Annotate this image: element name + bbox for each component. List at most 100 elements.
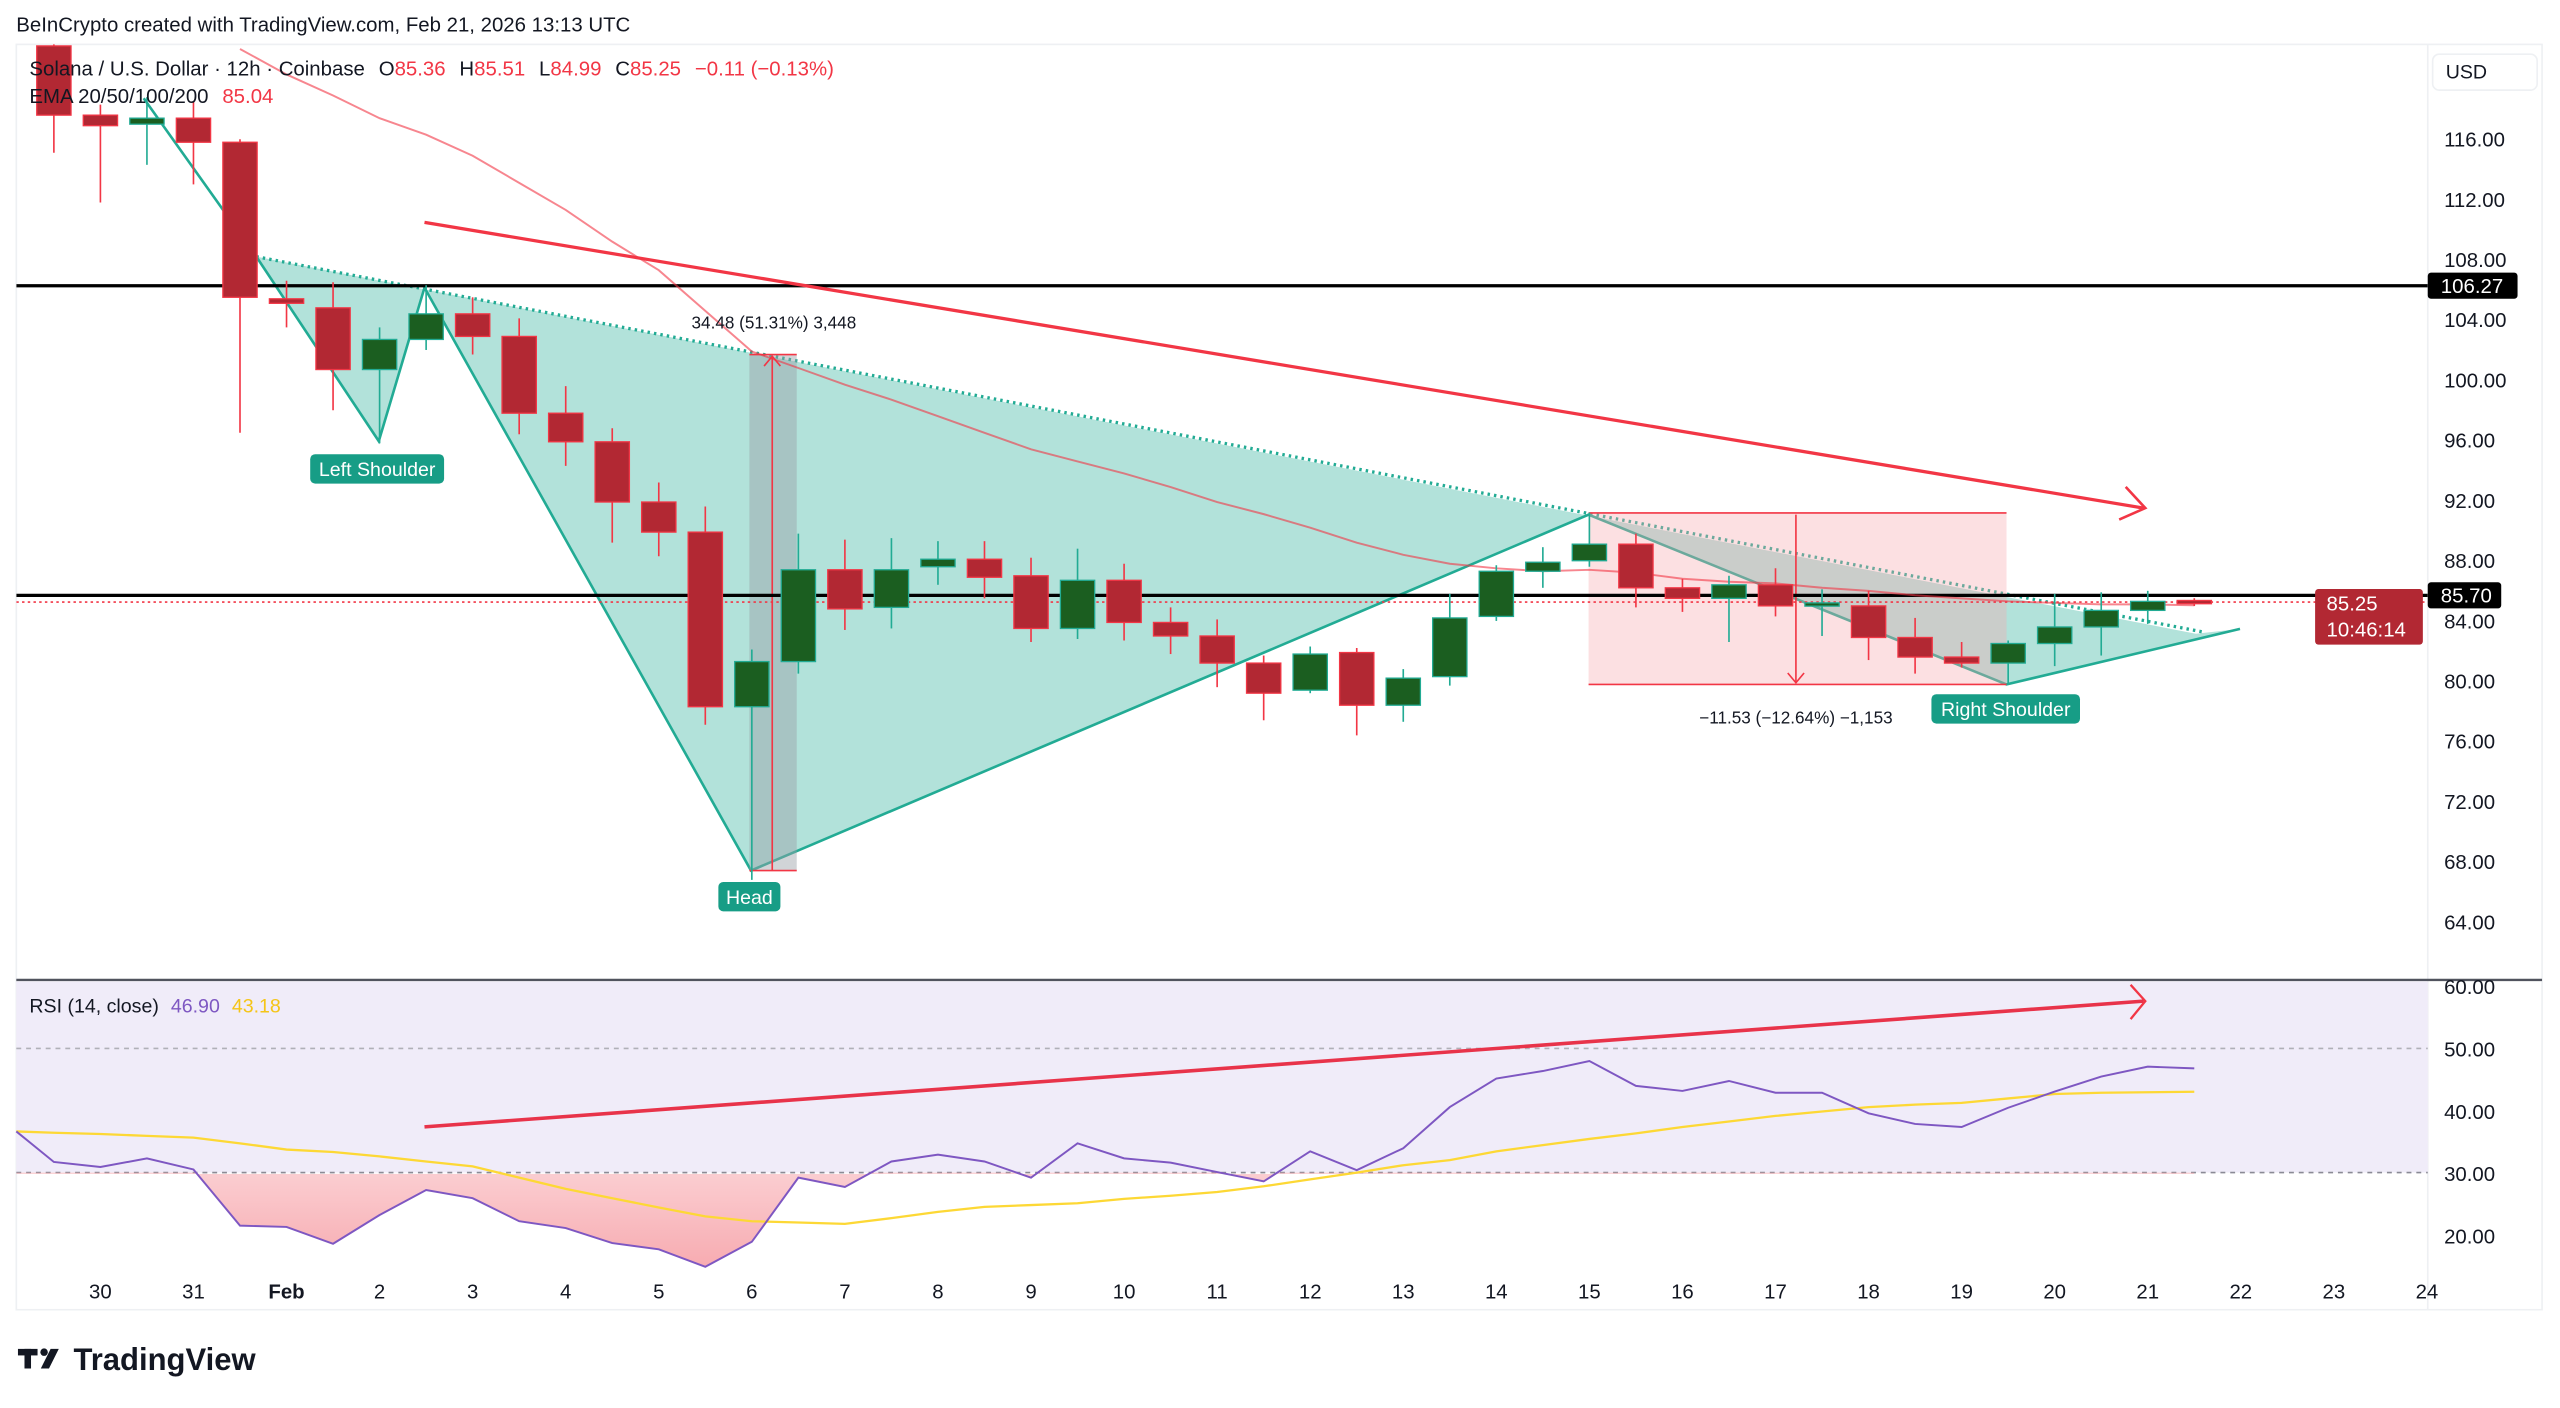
- time-tick-label: 31: [182, 1281, 205, 1303]
- time-tick-label: 17: [1764, 1281, 1787, 1303]
- candle-bullish[interactable]: [1385, 669, 1422, 722]
- candle-body: [129, 117, 165, 125]
- time-tick-label: 3: [467, 1281, 478, 1303]
- candle-bullish[interactable]: [920, 541, 956, 585]
- candle-body: [1338, 651, 1375, 706]
- candle-bearish[interactable]: [222, 139, 258, 433]
- downtrend-arrow[interactable]: [424, 220, 2144, 510]
- candle-bearish[interactable]: [1106, 563, 1142, 641]
- candle-bearish[interactable]: [1618, 533, 1654, 608]
- candle-bullish[interactable]: [1292, 646, 1328, 694]
- right-shoulder-label[interactable]: Right Shoulder: [1931, 694, 2080, 724]
- head-text: Head: [726, 887, 773, 909]
- candle-body: [1199, 635, 1235, 664]
- candle-bullish[interactable]: [408, 285, 444, 350]
- left-shoulder-label[interactable]: Left Shoulder: [310, 454, 445, 484]
- candle-bearish[interactable]: [1199, 619, 1235, 688]
- price-tick-label: 76.00: [2444, 732, 2495, 754]
- rsi-band-background: [16, 981, 2428, 1173]
- candle-bearish[interactable]: [2176, 598, 2213, 607]
- time-tick-label: 7: [839, 1281, 850, 1303]
- time-tick-label: 9: [1025, 1281, 1036, 1303]
- candle-body: [315, 307, 351, 371]
- candle-bearish[interactable]: [36, 34, 72, 153]
- candle-bullish[interactable]: [1711, 575, 1747, 643]
- candle-bearish[interactable]: [547, 386, 584, 466]
- rsi-tick-label: 40.00: [2444, 1102, 2495, 1124]
- price-tick-label: 108.00: [2444, 250, 2506, 272]
- candle-bullish[interactable]: [1990, 640, 2026, 685]
- open-value: 85.36: [395, 58, 446, 80]
- candle-bearish[interactable]: [1245, 655, 1282, 721]
- candle-bearish[interactable]: [1850, 590, 1887, 661]
- tradingview-logo-icon: [17, 1348, 59, 1369]
- rsi-line[interactable]: [15, 1060, 2195, 1268]
- candle-bearish[interactable]: [966, 541, 1003, 599]
- candle-bullish[interactable]: [1059, 548, 1096, 639]
- candle-body: [268, 298, 305, 304]
- head-label[interactable]: Head: [718, 881, 781, 912]
- candle-bullish[interactable]: [2129, 590, 2166, 624]
- candle-bearish[interactable]: [640, 482, 677, 557]
- price-tick-label: 104.00: [2444, 310, 2506, 332]
- candle-bearish[interactable]: [454, 297, 491, 355]
- time-tick-label: 20: [2043, 1281, 2066, 1303]
- candle-body: [1292, 653, 1328, 691]
- candle-bearish[interactable]: [1664, 578, 1701, 612]
- tradingview-wordmark: TradingView: [73, 1342, 256, 1377]
- rsi-ma-value: 43.18: [232, 996, 281, 1018]
- currency-button[interactable]: USD: [2431, 53, 2538, 91]
- candle-bearish[interactable]: [1152, 607, 1189, 655]
- candle-bearish[interactable]: [827, 539, 863, 630]
- candle-bearish[interactable]: [1943, 642, 1980, 668]
- candle-bearish[interactable]: [1338, 648, 1375, 736]
- candle-bullish[interactable]: [734, 649, 770, 880]
- candle-bearish[interactable]: [315, 282, 351, 411]
- candle-bullish[interactable]: [2036, 593, 2073, 667]
- symbol-name[interactable]: Solana / U.S. Dollar · 12h · Coinbase: [29, 58, 364, 80]
- measure-down-label: −11.53 (−12.64%) −1,153: [1699, 708, 1892, 728]
- ema-label[interactable]: EMA 20/50/100/200: [29, 86, 208, 108]
- candle-bullish[interactable]: [1804, 589, 1840, 636]
- candle-bullish[interactable]: [2083, 592, 2120, 656]
- tradingview-logo[interactable]: TradingView: [17, 1342, 257, 1377]
- resistance-price-badge: 106.27: [2427, 272, 2518, 299]
- time-tick-label: 2: [374, 1281, 385, 1303]
- candle-bearish[interactable]: [1897, 617, 1933, 674]
- candle-body: [454, 313, 491, 338]
- price-tick-label: 92.00: [2444, 491, 2495, 513]
- candle-bearish[interactable]: [268, 280, 305, 328]
- candle-bearish[interactable]: [82, 104, 119, 203]
- candle-body: [1664, 587, 1701, 600]
- candle-bearish[interactable]: [1013, 557, 1049, 643]
- time-tick-label: 10: [1113, 1281, 1136, 1303]
- candle-bullish[interactable]: [129, 97, 165, 165]
- candle-bullish[interactable]: [1478, 565, 1515, 621]
- symbol-legend: Solana / U.S. Dollar · 12h · Coinbase O8…: [29, 58, 834, 108]
- price-tick-label: 112.00: [2444, 190, 2505, 212]
- rsi-ma-line[interactable]: [16, 1090, 2195, 1225]
- candle-bullish[interactable]: [1432, 593, 1468, 686]
- time-tick-label: 12: [1299, 1281, 1322, 1303]
- candle-bearish[interactable]: [1757, 568, 1794, 617]
- candle-bullish[interactable]: [780, 533, 817, 674]
- candle-bearish[interactable]: [501, 318, 537, 435]
- candle-bullish[interactable]: [873, 538, 910, 629]
- candle-body: [1385, 677, 1422, 706]
- close-value: 85.25: [630, 58, 681, 80]
- rsi-legend[interactable]: RSI (14, close) 46.90 43.18: [29, 996, 281, 1018]
- candle-bullish[interactable]: [1571, 512, 1608, 567]
- candle-bearish[interactable]: [687, 506, 724, 725]
- head-and-shoulders-line[interactable]: [142, 97, 2241, 873]
- candle-body: [175, 117, 212, 143]
- measure-down-box[interactable]: [1588, 512, 2007, 685]
- time-tick-label: 24: [2416, 1281, 2439, 1303]
- candle-bullish[interactable]: [361, 327, 398, 444]
- price-tick-label: 80.00: [2444, 671, 2495, 693]
- candle-bullish[interactable]: [1525, 547, 1561, 588]
- neckline-dotted[interactable]: [256, 255, 2205, 634]
- candle-bearish[interactable]: [594, 428, 631, 543]
- rsi-uptrend-arrow[interactable]: [424, 999, 2144, 1129]
- candle-bearish[interactable]: [175, 101, 212, 185]
